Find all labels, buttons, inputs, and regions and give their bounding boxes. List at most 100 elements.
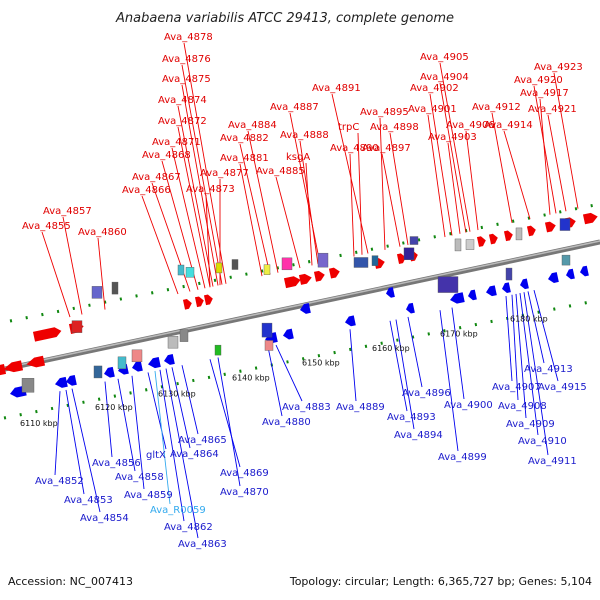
forward-gene-label: Ava_4873 — [186, 184, 235, 195]
forward-gene-arrow — [396, 253, 406, 264]
reverse-gene-label: Ava_4910 — [518, 436, 567, 447]
gene-box — [437, 276, 459, 293]
scale-tick-label: 6180 kbp — [510, 314, 548, 323]
forward-gene-arrow — [488, 233, 498, 245]
gene-box — [515, 227, 523, 241]
label-leader-line — [519, 293, 539, 436]
forward-gene-label: Ava_4898 — [370, 122, 419, 133]
gene-box — [179, 329, 189, 342]
reverse-gene-label: Ava_4862 — [164, 522, 213, 533]
gene-box — [93, 365, 103, 379]
label-leader-line — [553, 72, 579, 209]
label-leader-line — [275, 344, 303, 402]
forward-gene-label: Ava_4885 — [256, 166, 305, 177]
forward-gene-label: Ava_4882 — [220, 133, 269, 144]
label-leader-line — [429, 93, 453, 236]
map-title: Anabaena variabilis ATCC 29413, complete… — [115, 11, 454, 26]
forward-gene-label: Ava_4875 — [162, 74, 211, 85]
gene-box — [167, 335, 179, 349]
label-leader-line — [117, 378, 136, 472]
scale-tick-label: 6140 kbp — [232, 374, 270, 383]
label-leader-line — [515, 293, 527, 419]
forward-gene-arrow — [328, 267, 340, 279]
label-leader-line — [407, 316, 423, 388]
label-leader-line — [511, 294, 519, 401]
genome-summary-text: Topology: circular; Length: 6,365,727 bp… — [289, 575, 592, 588]
forward-gene-label: Ava_4902 — [410, 83, 459, 94]
reverse-gene-label: Ava_4915 — [538, 382, 587, 393]
reverse-gene-label: Ava_4899 — [438, 452, 487, 463]
label-leader-line — [54, 391, 61, 476]
forward-gene-label: Ava_4895 — [360, 107, 409, 118]
forward-gene-arrow — [0, 364, 7, 376]
forward-gene-label: Ava_4887 — [270, 102, 319, 113]
label-leader-line — [305, 162, 313, 266]
forward-gene-label: trpC — [338, 122, 359, 133]
forward-gene-label: Ava_4878 — [164, 32, 213, 43]
gene-box — [215, 262, 223, 274]
gene-box — [371, 255, 379, 266]
label-leader-line — [141, 195, 179, 295]
gene-box — [131, 349, 143, 363]
gene-box — [561, 254, 571, 266]
forward-gene-label: Ava_4890 — [330, 143, 379, 154]
reverse-gene-arrow — [164, 354, 175, 365]
forward-gene-label: Ava_4904 — [420, 72, 469, 83]
label-leader-line — [177, 126, 211, 288]
scale-tick-label: 6120 kbp — [95, 403, 133, 412]
label-leader-line — [239, 163, 263, 277]
label-leader-line — [533, 85, 557, 214]
genome-backbone-highlight — [0, 240, 600, 370]
forward-gene-arrow — [26, 355, 46, 368]
reverse-gene-label: gltX — [146, 450, 166, 461]
forward-gene-label: Ava_4912 — [472, 102, 521, 113]
label-leader-line — [395, 319, 415, 430]
label-leader-line — [104, 381, 113, 458]
gene-box — [263, 264, 271, 275]
gene-box — [71, 320, 83, 333]
label-leader-line — [465, 130, 479, 231]
forward-gene-label: Ava_4874 — [158, 95, 207, 106]
reverse-gene-arrow — [520, 278, 529, 290]
forward-gene-arrow — [194, 296, 204, 308]
reverse-gene-arrow — [580, 265, 589, 277]
reverse-gene-label: Ava_4909 — [506, 419, 555, 430]
forward-gene-label: Ava_4923 — [534, 62, 583, 73]
label-leader-line — [181, 64, 223, 285]
reverse-gene-arrow — [486, 285, 497, 297]
forward-gene-label: ksgA — [286, 152, 310, 163]
label-leader-line — [181, 84, 219, 286]
forward-gene-label: Ava_4881 — [220, 153, 269, 164]
forward-gene-label: Ava_4860 — [78, 227, 127, 238]
forward-gene-label: Ava_4884 — [228, 120, 277, 131]
label-leader-line — [247, 130, 279, 273]
forward-gene-label: Ava_4867 — [132, 172, 181, 183]
gene-box — [317, 252, 329, 268]
label-leader-line — [503, 130, 531, 220]
reverse-gene-arrow — [502, 282, 511, 293]
reverse-gene-label: Ava_4896 — [402, 388, 451, 399]
accession-text: Accession: NC_007413 — [8, 575, 133, 588]
forward-gene-arrow — [313, 270, 325, 282]
label-leader-line — [491, 112, 513, 223]
scale-tick-label: 6160 kbp — [372, 344, 410, 353]
forward-gene-arrow — [32, 327, 62, 342]
label-leader-line — [447, 142, 461, 234]
forward-gene-arrow — [503, 230, 513, 242]
label-leader-line — [389, 320, 408, 412]
reverse-gene-label: Ava_4894 — [394, 430, 443, 441]
forward-gene-label: Ava_4906 — [446, 120, 495, 131]
reverse-gene-label: Ava_4852 — [35, 476, 84, 487]
reverse-gene-label: Ava_4865 — [178, 435, 227, 446]
forward-gene-label: Ava_4876 — [162, 54, 211, 65]
reverse-gene-arrow — [132, 360, 143, 372]
label-leader-line — [209, 359, 241, 468]
forward-gene-label: Ava_4871 — [152, 137, 201, 148]
label-leader-line — [159, 369, 185, 522]
scale-tick-label: 6110 kbp — [20, 419, 58, 428]
reverse-gene-label: Ava_4889 — [336, 402, 385, 413]
label-leader-line — [379, 117, 386, 250]
reverse-gene-label: Ava_4856 — [92, 458, 141, 469]
